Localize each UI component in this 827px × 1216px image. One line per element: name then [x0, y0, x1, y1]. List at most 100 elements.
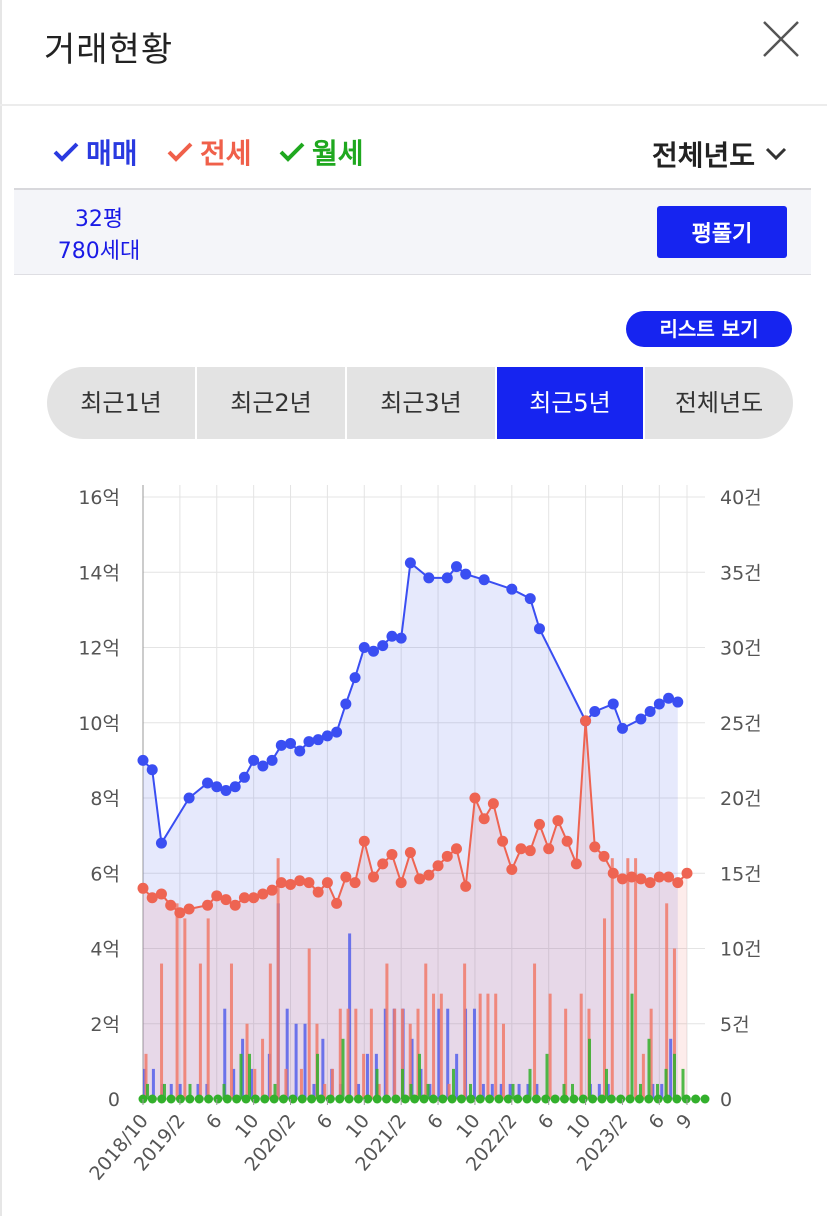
count-bar-jeonse: [432, 993, 436, 1099]
count-bar-monthly: [656, 1083, 659, 1099]
list-view-button[interactable]: 리스트 보기: [626, 311, 792, 347]
price-point-jeonse: [653, 871, 665, 883]
filter-sale[interactable]: 매매: [52, 132, 138, 172]
count-bar-jeonse: [494, 993, 498, 1099]
count-bar-monthly: [375, 1068, 379, 1099]
count-bar-monthly: [146, 1083, 149, 1099]
count-bar-monthly: [273, 1083, 277, 1099]
monthly-baseline-point: [503, 1094, 513, 1104]
count-bar-jeonse: [626, 858, 630, 1099]
count-bar-monthly: [316, 1053, 319, 1099]
count-bar-monthly: [588, 1038, 591, 1099]
count-bar-sale: [597, 1083, 601, 1099]
pyeong-expand-button[interactable]: 평풀기: [657, 206, 787, 258]
x-tick-label: 6: [313, 1110, 338, 1133]
price-point-jeonse: [561, 835, 573, 847]
count-bar-jeonse: [268, 963, 272, 1099]
price-point-sale: [183, 792, 195, 804]
price-point-jeonse: [570, 858, 582, 870]
count-bar-jeonse: [354, 1008, 358, 1099]
tab-recent-1y[interactable]: 최근1년: [47, 367, 197, 439]
count-bar-jeonse: [245, 1023, 249, 1099]
price-point-sale: [644, 705, 656, 717]
count-bar-monthly: [605, 1068, 608, 1099]
monthly-baseline-point: [578, 1094, 588, 1104]
area-size: 32평: [74, 207, 124, 232]
price-point-sale: [275, 739, 287, 751]
count-bar-monthly: [673, 1053, 676, 1099]
count-bar-sale: [383, 1008, 387, 1099]
tab-recent-2y[interactable]: 최근2년: [197, 367, 347, 439]
count-bar-sale: [241, 1038, 245, 1099]
price-point-sale: [349, 672, 361, 684]
tab-recent-3y[interactable]: 최근3년: [347, 367, 497, 439]
count-bar-sale: [651, 1083, 655, 1099]
monthly-baseline-point: [541, 1094, 551, 1104]
y-left-tick-label: 2억: [90, 1014, 120, 1036]
price-point-jeonse: [506, 863, 518, 875]
count-bar-jeonse: [463, 963, 467, 1099]
tab-all-years[interactable]: 전체년도: [674, 389, 764, 417]
monthly-baseline-point: [588, 1094, 598, 1104]
x-tick-label: 10: [563, 1110, 595, 1143]
monthly-baseline-point: [494, 1094, 504, 1104]
price-point-sale: [377, 640, 389, 652]
monthly-baseline-point: [250, 1094, 260, 1104]
monthly-baseline-point: [625, 1094, 635, 1104]
monthly-baseline-point: [700, 1094, 710, 1104]
count-bar-monthly: [511, 1083, 515, 1099]
y-left-tick-label: 16억: [78, 487, 120, 509]
count-bar-jeonse: [160, 963, 164, 1099]
area-selector[interactable]: 32평 780세대: [54, 204, 144, 268]
count-bar-jeonse: [206, 918, 210, 1099]
monthly-baseline-point: [175, 1094, 185, 1104]
monthly-baseline-point: [531, 1094, 541, 1104]
price-point-sale: [533, 623, 545, 635]
count-bar-sale: [348, 933, 352, 1099]
price-point-jeonse: [349, 877, 361, 889]
price-point-sale: [294, 745, 306, 757]
count-bar-sale: [499, 1083, 503, 1099]
close-button[interactable]: [758, 16, 804, 62]
price-point-sale: [441, 572, 453, 584]
count-bar-jeonse: [564, 1008, 568, 1099]
price-point-sale: [653, 698, 665, 710]
price-points: [137, 557, 710, 1104]
tab-recent-5y[interactable]: 최근5년: [497, 367, 645, 439]
monthly-baseline-point: [288, 1094, 298, 1104]
count-bar-jeonse: [175, 903, 179, 1099]
y-right-tick-label: 15건: [720, 863, 762, 885]
price-point-jeonse: [248, 892, 260, 904]
monthly-baseline-point: [241, 1094, 251, 1104]
x-tick-label: 10: [342, 1110, 374, 1143]
count-bar-jeonse: [408, 1023, 412, 1099]
y-left-tick-label: 10억: [78, 713, 120, 735]
price-point-jeonse: [165, 899, 177, 911]
year-dropdown[interactable]: 전체년도: [652, 134, 787, 174]
count-bar-monthly: [571, 1083, 574, 1099]
price-point-jeonse: [137, 882, 149, 894]
price-point-jeonse: [238, 892, 250, 904]
price-point-jeonse: [450, 843, 462, 855]
price-point-jeonse: [229, 899, 241, 911]
count-bar-monthly: [681, 1068, 685, 1099]
price-point-jeonse: [303, 877, 315, 889]
count-bar-sale: [669, 1038, 673, 1099]
count-bar-monthly: [639, 1083, 642, 1099]
price-point-sale: [238, 771, 250, 783]
x-tick-label: 10: [452, 1110, 484, 1143]
count-bar-jeonse: [665, 903, 669, 1099]
area-info-bar: 32평 780세대 평풀기: [14, 188, 811, 275]
filter-monthly[interactable]: 월세: [278, 132, 364, 172]
price-point-sale: [450, 561, 462, 573]
count-bar-monthly: [248, 1053, 251, 1099]
price-point-sale: [155, 837, 167, 849]
monthly-baseline-point: [269, 1094, 279, 1104]
filter-jeonse[interactable]: 전세: [166, 132, 252, 172]
monthly-baseline-point: [485, 1094, 495, 1104]
monthly-baseline-point: [522, 1094, 532, 1104]
monthly-baseline-point: [363, 1094, 373, 1104]
monthly-baseline-point: [513, 1094, 523, 1104]
price-point-jeonse: [340, 871, 352, 883]
y-left-tick-label: 8억: [90, 788, 120, 810]
